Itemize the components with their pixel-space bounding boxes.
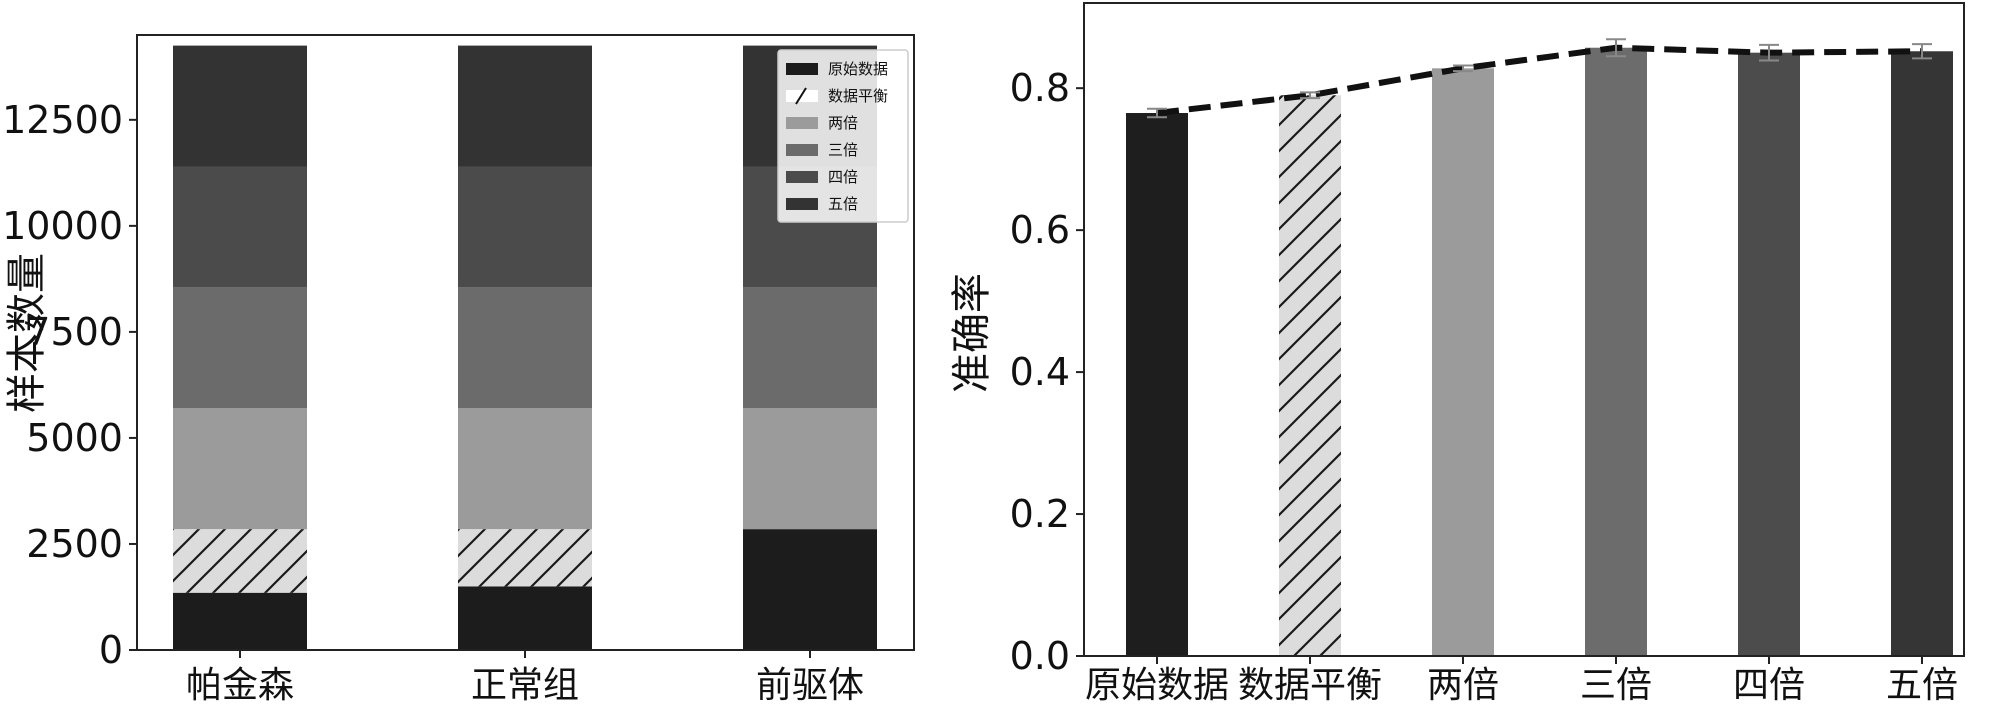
x-tick-label: 帕金森: [186, 665, 294, 705]
y-axis-label: 样本数量: [4, 253, 50, 413]
x-tick-label: 数据平衡: [1238, 665, 1382, 705]
stacked-bar-chart: 0 2500 5000 7500 10000 12500 帕金森 正常组 前驱体 样本数量 原…: [2, 34, 915, 705]
x-axis-ticks: 帕金森 正常组 前驱体: [186, 650, 864, 705]
error-bar: [1147, 107, 1167, 119]
bar-segment: [458, 408, 592, 530]
bar-segment: [173, 408, 307, 530]
error-bar: [1300, 91, 1320, 100]
x-tick-label: 四倍: [1733, 665, 1805, 705]
legend-label: 数据平衡: [828, 87, 888, 105]
error-bars: [1147, 38, 1932, 119]
y-axis-ticks: 0.0 0.2 0.4 0.6 0.8: [1010, 66, 1084, 678]
bar-segment: [458, 287, 592, 409]
error-bar: [1912, 43, 1932, 60]
y-axis-label: 准确率: [949, 273, 995, 393]
bar-segment: [458, 586, 592, 650]
bar: [1126, 113, 1188, 657]
bar: [1738, 52, 1800, 656]
legend-swatch: [786, 144, 818, 156]
bar-segment: [743, 529, 877, 650]
y-tick-label: 0.0: [1010, 634, 1070, 678]
x-tick-label: 前驱体: [756, 665, 864, 705]
y-tick-label: 0.8: [1010, 66, 1070, 110]
legend-label: 五倍: [828, 195, 858, 213]
y-tick-label: 5000: [26, 416, 123, 460]
y-tick-label: 12500: [2, 98, 123, 142]
legend-swatch: [786, 117, 818, 129]
legend-swatch: [786, 171, 818, 183]
bar: [1432, 68, 1494, 657]
legend-label: 原始数据: [828, 60, 888, 78]
legend-swatch: [786, 63, 818, 75]
y-tick-label: 7500: [26, 310, 123, 354]
y-tick-label: 0.2: [1010, 492, 1070, 536]
error-bar: [1759, 43, 1779, 62]
bar: [1585, 47, 1647, 656]
bar-segment: [173, 592, 307, 650]
legend-label: 两倍: [828, 114, 858, 132]
plot-frame-right: [1083, 2, 1965, 657]
error-bar: [1453, 64, 1473, 73]
x-tick-label: 两倍: [1427, 665, 1499, 705]
bar-segment: [458, 166, 592, 288]
x-tick-label: 原始数据: [1085, 665, 1229, 705]
bar: [1279, 95, 1341, 657]
x-axis-ticks: 原始数据 数据平衡 两倍 三倍 四倍 五倍: [1085, 656, 1958, 705]
bar-segment: [743, 287, 877, 409]
y-tick-label: 0: [99, 628, 123, 672]
legend-label: 三倍: [828, 141, 858, 159]
bar-segment: [173, 166, 307, 288]
bar-segment: [173, 529, 307, 593]
bar-segment: [173, 287, 307, 409]
y-axis-ticks: 0 2500 5000 7500 10000 12500: [2, 98, 137, 672]
legend-swatch: [786, 198, 818, 210]
x-tick-label: 正常组: [471, 665, 579, 705]
bar-segment: [743, 408, 877, 530]
trend-line: [1156, 44, 1923, 116]
x-tick-label: 三倍: [1580, 665, 1652, 705]
bar: [1891, 51, 1953, 657]
y-tick-label: 10000: [2, 204, 123, 248]
legend-hatch-mark: [795, 87, 807, 105]
legend-label: 四倍: [828, 168, 858, 186]
bar-segment: [458, 45, 592, 167]
accuracy-bar-chart: 0.0 0.2 0.4 0.6 0.8 原始数据 数据平衡 两倍 三倍 四倍 五倍 准确率: [949, 2, 1965, 705]
error-bar: [1606, 38, 1626, 58]
accuracy-bars: [1126, 47, 1953, 657]
bar-segment: [458, 529, 592, 587]
y-tick-label: 0.4: [1010, 350, 1070, 394]
bar-segment: [173, 45, 307, 167]
y-tick-label: 0.6: [1010, 208, 1070, 252]
stacked-bars: [173, 45, 877, 650]
y-tick-label: 2500: [26, 522, 123, 566]
x-tick-label: 五倍: [1886, 665, 1958, 705]
